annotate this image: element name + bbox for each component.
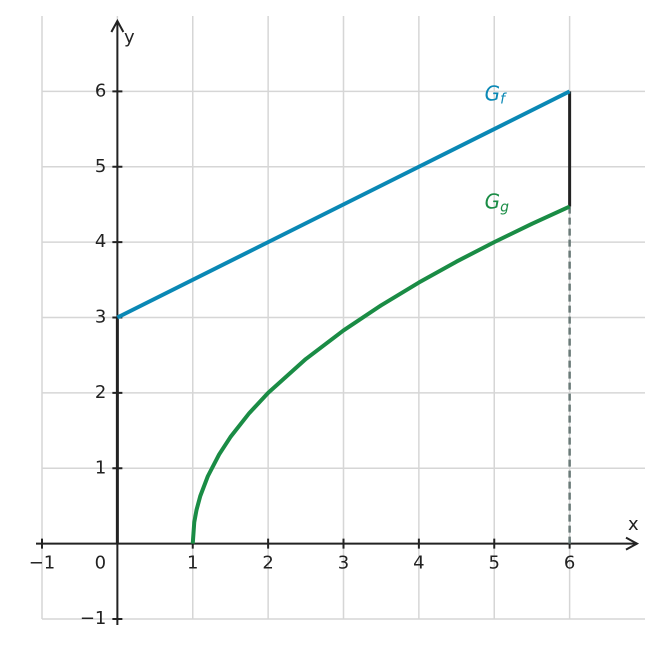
series-label: Gg — [485, 189, 510, 216]
x-tick-label: 2 — [262, 553, 273, 574]
series-label-sub: f — [500, 91, 507, 107]
x-axis-arrow — [625, 536, 640, 551]
x-tick-label: 6 — [564, 553, 575, 574]
x-tick-label: 3 — [338, 553, 349, 574]
x-tick-label: 0 — [95, 553, 106, 574]
x-tick-label: 4 — [413, 553, 424, 574]
y-tick-label: 2 — [95, 382, 106, 403]
y-tick-label: 6 — [95, 80, 106, 101]
y-axis-label: y — [124, 27, 135, 48]
x-tick-label: −1 — [29, 553, 56, 574]
series-label-main: G — [485, 81, 501, 105]
x-tick-label: 1 — [187, 553, 198, 574]
x-tick-label: 5 — [489, 553, 500, 574]
series-label-main: G — [485, 189, 501, 213]
y-tick-label: 4 — [95, 231, 106, 252]
series-label: Gf — [485, 81, 508, 108]
y-tick-label: 5 — [95, 156, 106, 177]
y-axis-arrow — [110, 18, 125, 33]
function-graph — [190, 204, 571, 544]
function-graph — [116, 89, 571, 320]
y-tick-label: 1 — [95, 457, 106, 478]
y-tick-label: 3 — [95, 307, 106, 328]
x-axis-label: x — [628, 514, 639, 535]
y-tick-label: −1 — [80, 608, 107, 629]
series-label-sub: g — [500, 200, 509, 216]
